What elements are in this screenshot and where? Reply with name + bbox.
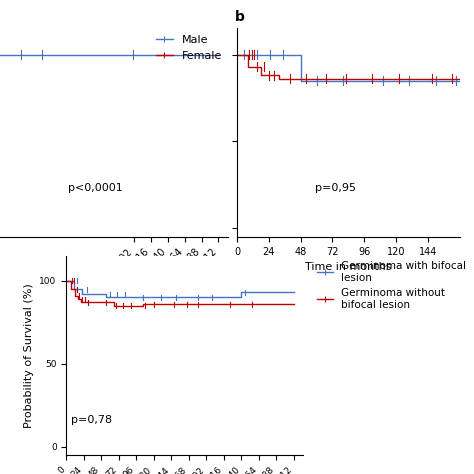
- Legend: Germinoma with bifocal
lesion, Germinoma without
bifocal lesion: Germinoma with bifocal lesion, Germinoma…: [313, 257, 471, 314]
- Text: b: b: [235, 10, 245, 24]
- Text: p=0,95: p=0,95: [315, 183, 356, 193]
- Text: p<0,0001: p<0,0001: [68, 183, 123, 193]
- X-axis label: Time in months: Time in months: [305, 262, 392, 272]
- Y-axis label: Probability of Survival (%): Probability of Survival (%): [24, 283, 34, 428]
- Text: p=0,78: p=0,78: [71, 415, 112, 425]
- Y-axis label: Probability of Survival (%): Probability of Survival (%): [193, 60, 203, 205]
- Legend: Male, Female: Male, Female: [152, 30, 227, 66]
- X-axis label: months: months: [93, 273, 135, 283]
